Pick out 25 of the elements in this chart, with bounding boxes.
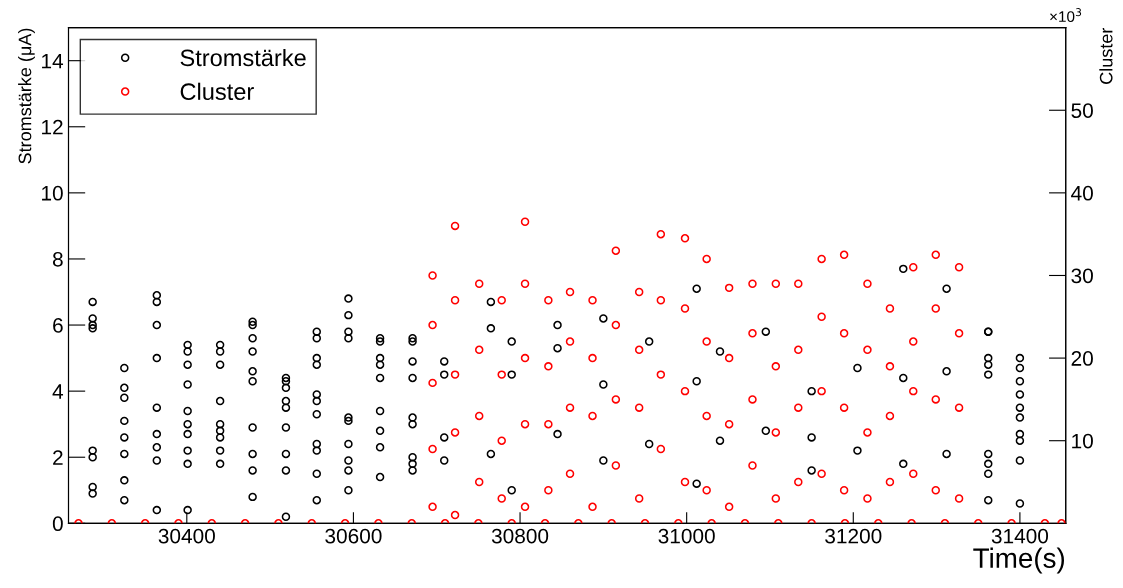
y-tick-label: 4 [52, 384, 64, 399]
y-axis-title: Stromstärke (μA) [18, 28, 35, 164]
y2-axis-title: Cluster [1099, 27, 1113, 84]
x-tick-label: 30600 [325, 528, 382, 544]
x-tick-label: 31000 [658, 528, 715, 544]
y-tick-label: 2 [53, 450, 63, 465]
x-tick-label: 31200 [825, 528, 882, 544]
y2-tick-label: 20 [1071, 351, 1093, 366]
y-tick-label: 14 [42, 53, 64, 69]
x-tick-label: 31400 [991, 528, 1049, 544]
text: ×10$^{3}$ [1050, 8, 1082, 23]
y-tick-label: 6 [53, 318, 63, 333]
x-tick-label: 30400 [158, 528, 215, 544]
y-tick-label: 8 [52, 251, 63, 267]
y-tick-label: 0 [52, 516, 63, 532]
y2-tick-label: 40 [1071, 185, 1093, 201]
y-tick-label: 10 [42, 185, 63, 201]
x-tick-label: 30800 [491, 528, 549, 544]
y2-tick-label: 50 [1071, 103, 1093, 118]
y-tick-label: 12 [42, 119, 63, 135]
legend-label: Stromstärke [180, 48, 306, 67]
x-axis-title: Time(s) [973, 547, 1065, 574]
y2-tick-label: 10 [1072, 433, 1093, 449]
legend-label: Cluster [180, 82, 254, 101]
y2-tick-label: 30 [1071, 268, 1093, 284]
